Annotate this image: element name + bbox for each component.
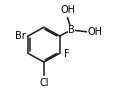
Text: F: F <box>63 49 69 59</box>
Text: Br: Br <box>15 31 26 41</box>
Text: B: B <box>68 25 74 35</box>
Text: Cl: Cl <box>39 78 48 88</box>
Text: OH: OH <box>87 27 102 37</box>
Text: OH: OH <box>60 5 74 15</box>
